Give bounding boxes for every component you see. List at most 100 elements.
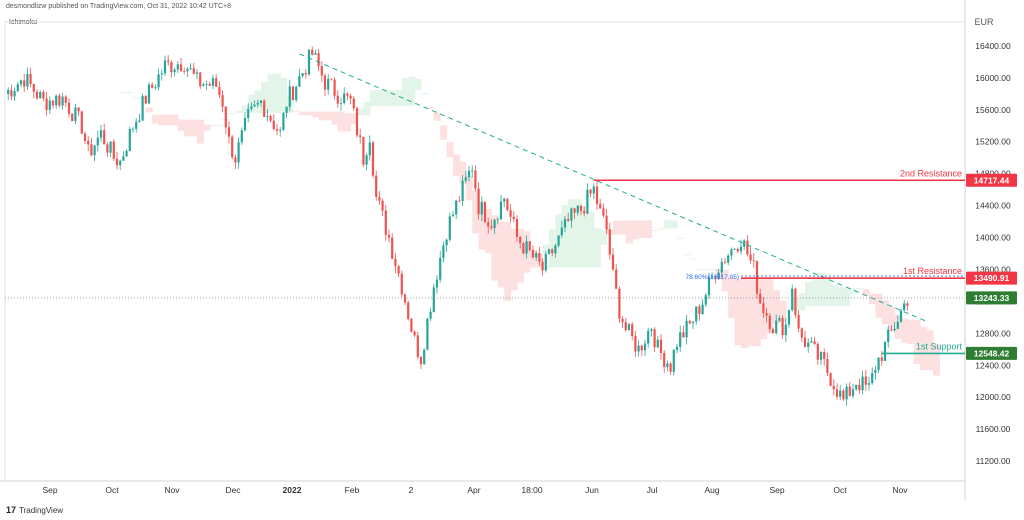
candle-body: [864, 376, 867, 385]
candle-body: [762, 303, 765, 314]
candle-body: [141, 95, 144, 121]
cloud-segment: [638, 220, 646, 239]
candle-body: [234, 157, 237, 163]
candle-body: [816, 343, 819, 360]
candle-body: [720, 261, 723, 273]
candle-body: [112, 141, 115, 159]
candle-body: [717, 272, 720, 279]
candle-body: [461, 180, 464, 201]
cloud-segment: [344, 113, 352, 132]
candle-body: [743, 240, 746, 247]
cloud-segment: [459, 161, 467, 184]
candle-body: [499, 201, 503, 220]
candle-body: [256, 102, 259, 105]
cloud-segment: [261, 81, 268, 113]
candle-body: [442, 245, 445, 258]
cloud-segment: [779, 300, 787, 323]
cloud-segment: [632, 220, 640, 240]
y-tick-label: 14000.00: [975, 233, 1011, 243]
candle-body: [736, 249, 739, 252]
cloud-segment: [741, 279, 748, 348]
y-tick-label: 16400.00: [975, 41, 1011, 51]
cloud-segment: [657, 228, 665, 230]
cloud-segment: [267, 74, 275, 113]
candle-body: [800, 328, 803, 338]
cloud-segment: [888, 306, 896, 331]
cloud-segment: [721, 269, 729, 292]
candle-body: [199, 72, 202, 87]
candle-body: [224, 106, 227, 128]
cloud-segment: [568, 199, 576, 268]
cloud-segment: [651, 230, 659, 232]
y-tick-label: 12800.00: [975, 328, 1011, 338]
candle-body: [819, 352, 823, 360]
cloud-segment: [689, 258, 697, 260]
candle-body: [221, 95, 224, 107]
candle-body: [899, 310, 903, 322]
candle-body: [765, 313, 768, 316]
candle-body: [394, 258, 397, 267]
candle-body: [813, 341, 816, 344]
candle-body: [493, 219, 496, 229]
y-tick-label: 15600.00: [975, 105, 1011, 115]
candle-body: [23, 80, 26, 87]
candle-body: [423, 349, 426, 365]
candle-body: [311, 49, 314, 55]
brand-footer[interactable]: 17 TradingView: [6, 505, 63, 515]
cloud-segment: [862, 288, 870, 296]
cloud-segment: [574, 199, 582, 268]
candle-body: [541, 261, 544, 271]
candle-body: [602, 208, 605, 216]
candle-body: [253, 104, 256, 107]
candle-body: [106, 144, 109, 153]
cloud-segment: [472, 190, 480, 234]
candle-body: [893, 328, 896, 331]
candle-body: [669, 363, 672, 372]
candle-body: [263, 100, 266, 118]
candle-body: [605, 215, 608, 230]
candle-body: [80, 111, 83, 134]
candle-body: [567, 218, 570, 221]
candle-body: [592, 186, 595, 194]
candle-body: [71, 113, 74, 122]
cloud-segment: [421, 93, 428, 95]
candle-body: [19, 80, 23, 85]
price-tag-label: 14717.44: [974, 175, 1010, 185]
candle-body: [339, 103, 343, 104]
x-tick-label: 2: [409, 485, 414, 495]
cloud-segment: [926, 330, 934, 371]
candle-body: [151, 84, 154, 88]
cloud-segment: [913, 319, 921, 364]
cloud-segment: [856, 287, 864, 289]
cloud-segment: [337, 111, 345, 132]
candle-body: [474, 170, 477, 189]
currency-label: EUR: [974, 17, 994, 27]
cloud-segment: [670, 220, 678, 229]
candle-body: [16, 84, 19, 92]
cloud-segment: [395, 89, 403, 107]
candle-body: [842, 390, 845, 400]
candle-body: [211, 78, 215, 86]
cloud-segment: [837, 286, 844, 307]
candle-body: [48, 100, 51, 110]
candle-body: [896, 321, 899, 329]
candle-body: [61, 96, 64, 106]
x-tick-label: Jul: [647, 485, 658, 495]
candle-body: [464, 177, 467, 181]
candle-body: [298, 76, 301, 87]
cloud-segment: [766, 279, 774, 334]
candle-body: [503, 198, 506, 202]
candle-body: [352, 98, 355, 109]
candle-body: [871, 372, 874, 384]
y-tick-label: 15200.00: [975, 137, 1011, 147]
candle-body: [426, 318, 429, 350]
candle-body: [55, 95, 58, 106]
price-tag: [966, 346, 1017, 360]
candle-body: [887, 329, 890, 342]
candle-body: [903, 303, 906, 311]
cloud-segment: [478, 203, 486, 250]
x-tick-label: Jun: [585, 485, 599, 495]
candle-body: [487, 222, 490, 227]
cloud-segment: [440, 125, 448, 140]
